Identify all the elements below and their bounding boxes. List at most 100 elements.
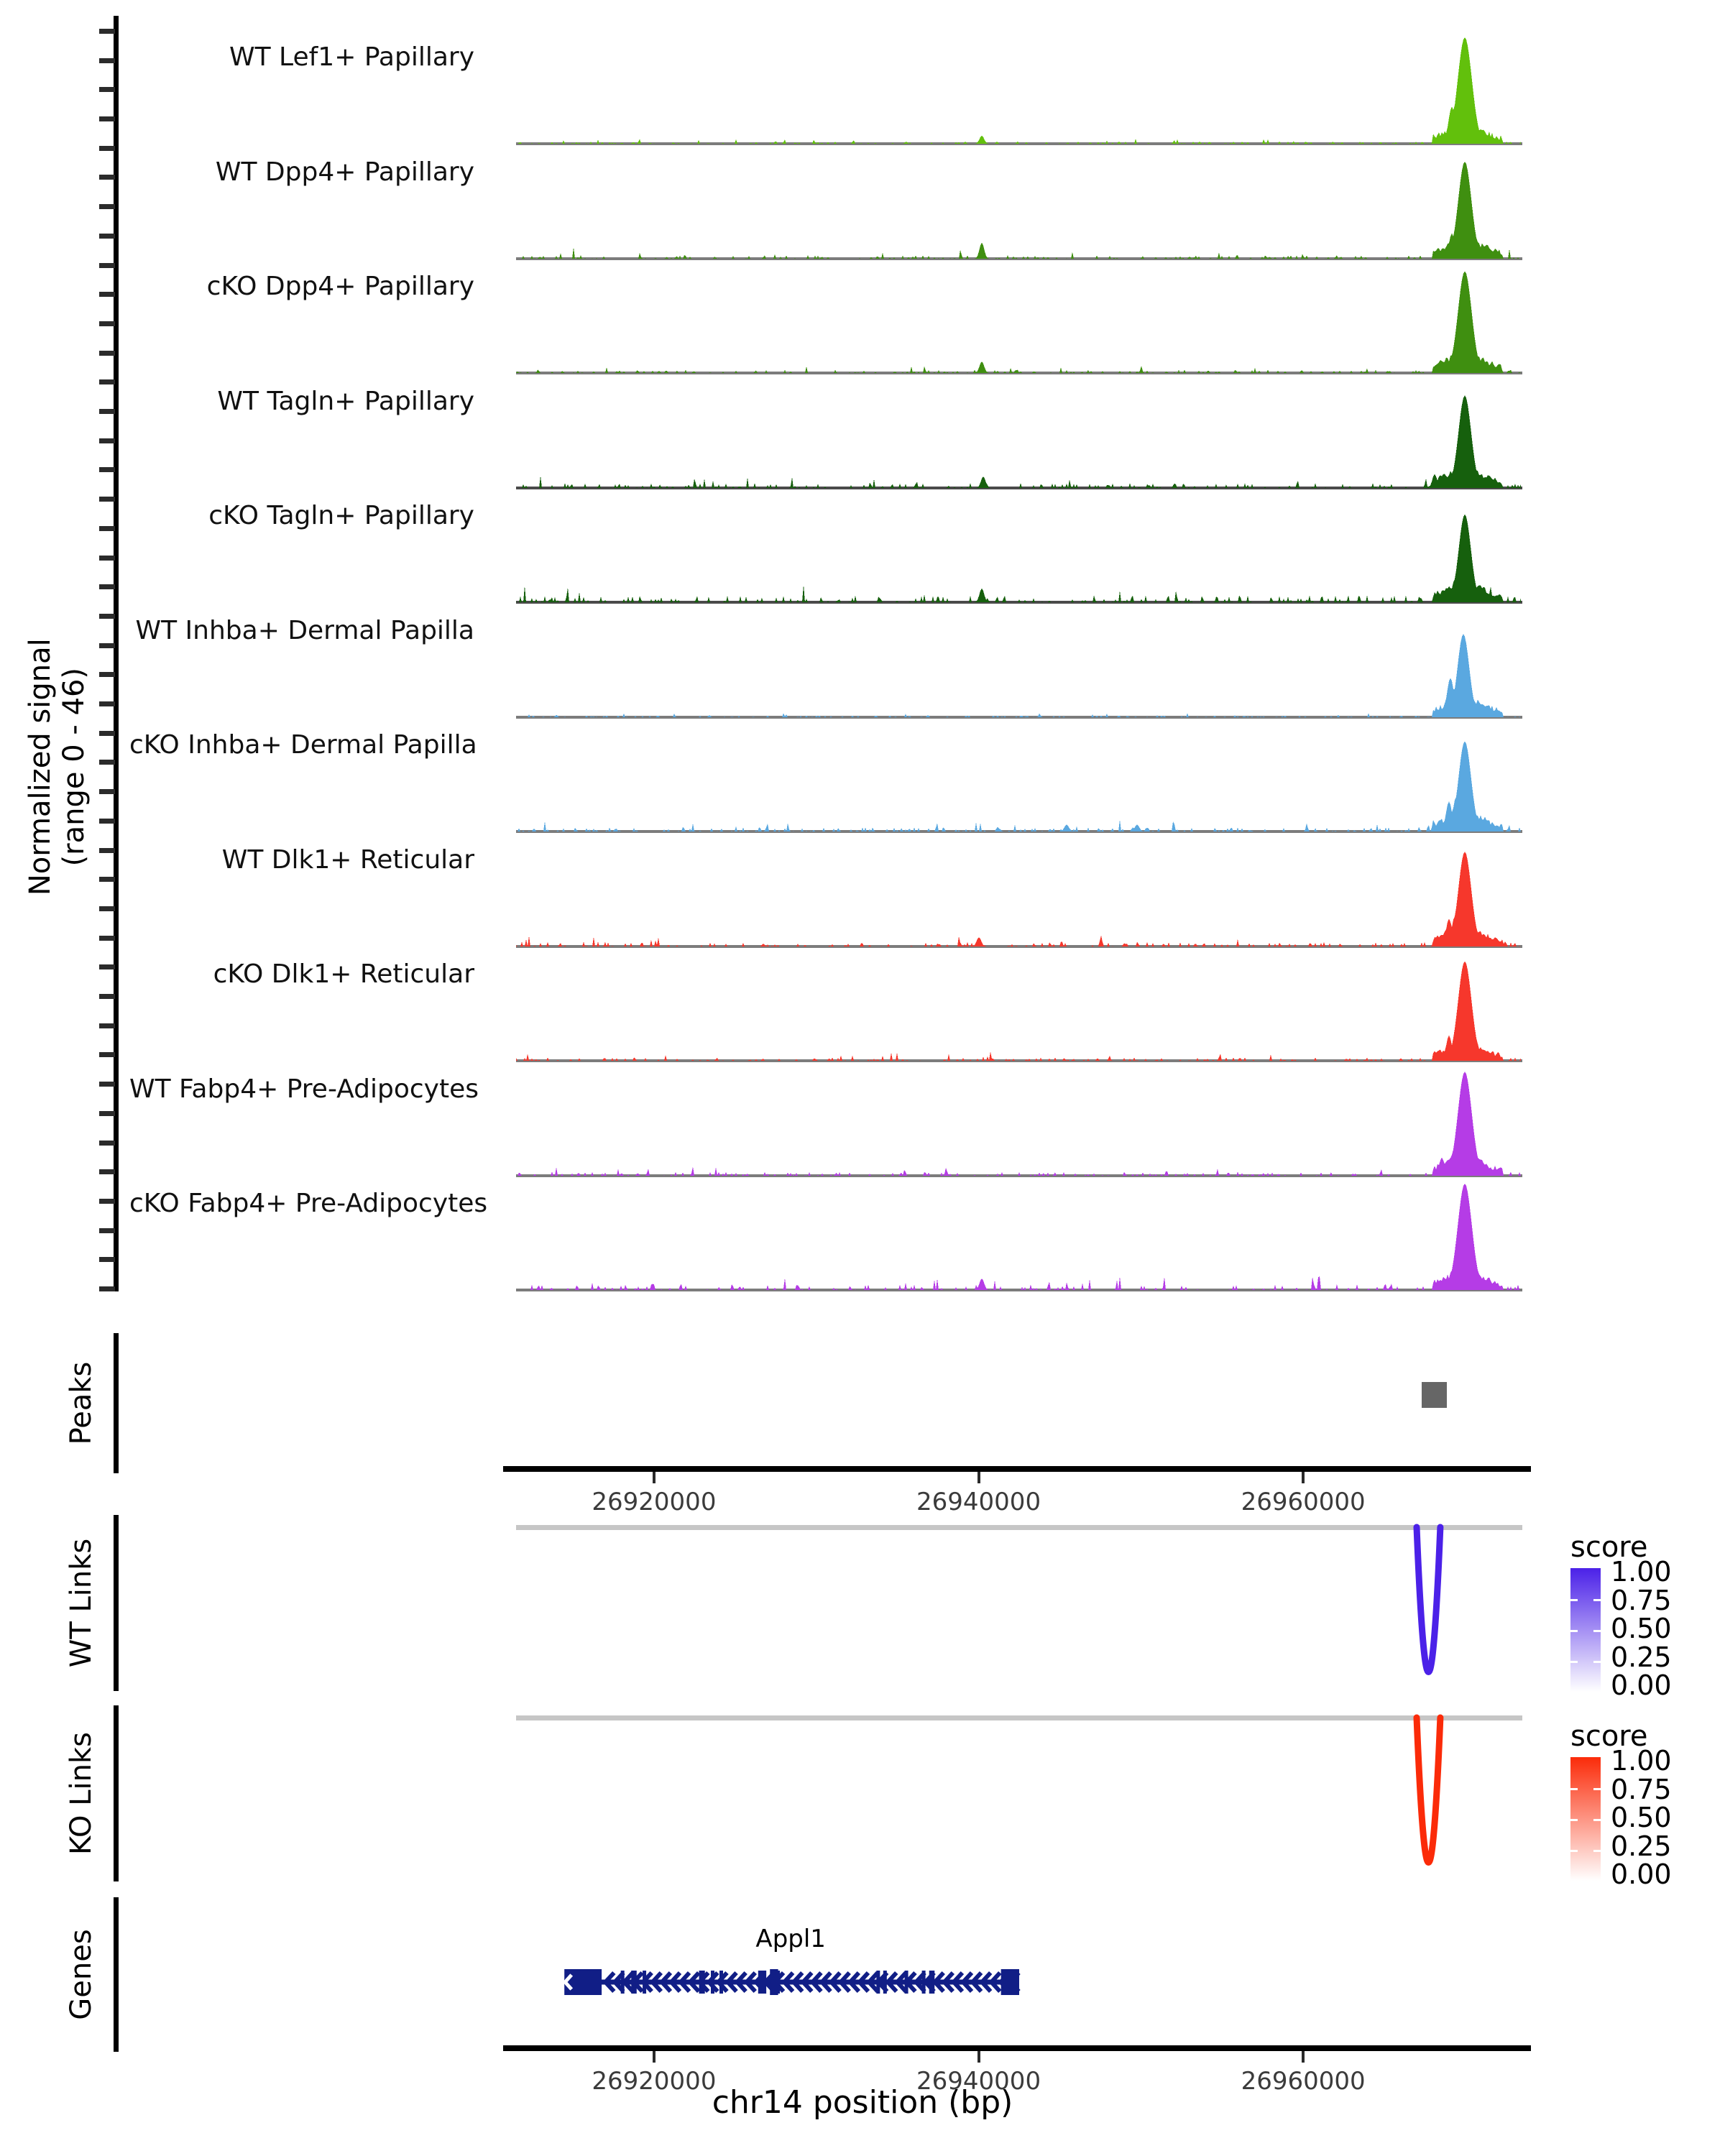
- colorbar-tick-label: 1.00: [1611, 1745, 1672, 1777]
- gene-strand-arrow-icon: [706, 1971, 719, 1994]
- x-axis-top: 26920000 26940000 26960000: [516, 1472, 1522, 1522]
- gene-strand-arrow-icon: [696, 1971, 710, 1994]
- signal-track[interactable]: [516, 37, 1522, 145]
- signal-axis-tick: [99, 1052, 115, 1058]
- gene-strand-arrow-icon: [743, 1971, 757, 1994]
- gene-strand-arrow-icon: [630, 1971, 644, 1994]
- peak-region[interactable]: [1422, 1382, 1447, 1408]
- signal-axis-tick: [99, 1140, 115, 1146]
- signal-axis-tick: [99, 642, 115, 648]
- gene-strand-arrow-icon: [837, 1971, 851, 1994]
- genes-panel-label: Genes: [65, 1929, 98, 2020]
- track-signal-area: [516, 37, 1521, 144]
- signal-track[interactable]: [516, 152, 1522, 260]
- signal-track[interactable]: [516, 725, 1522, 833]
- links-baseline: [516, 1715, 1522, 1720]
- colorbar-tick-label: 0.75: [1611, 1584, 1672, 1616]
- colorbar-tick: [1570, 1630, 1578, 1632]
- gene-exon: [701, 1971, 705, 1994]
- x-axis-tick-label: 26920000: [592, 1488, 717, 1516]
- peaks-panel-spine: [114, 1333, 119, 1473]
- track-label-wt-tagln-papillary: WT Tagln+ Papillary: [217, 386, 474, 416]
- colorbar-tick: [1593, 1819, 1601, 1821]
- signal-track[interactable]: [516, 496, 1522, 604]
- signal-track[interactable]: [516, 611, 1522, 719]
- signal-axis-tick: [99, 409, 115, 415]
- gene-strand-arrow-icon: [668, 1971, 682, 1994]
- colorbar-tick-label: 0.50: [1611, 1613, 1672, 1644]
- x-axis-tick: [977, 1472, 980, 1483]
- links-arcs: [1413, 1714, 1444, 1866]
- wt-links-track[interactable]: [516, 1515, 1522, 1691]
- signal-axis-tick: [99, 175, 115, 180]
- link-arc[interactable]: [1413, 1524, 1444, 1675]
- gene-strand-arrow-icon: [753, 1971, 767, 1994]
- gene-strand-arrow-icon: [658, 1971, 673, 1994]
- gene-strand-arrow-icon: [715, 1971, 729, 1994]
- signal-axis-tick: [99, 1082, 115, 1087]
- signal-track[interactable]: [516, 382, 1522, 489]
- signal-axis-tick: [99, 613, 115, 619]
- signal-axis-tick: [99, 1110, 115, 1116]
- wt-colorbar: [1570, 1568, 1601, 1692]
- colorbar-tick: [1593, 1599, 1601, 1601]
- colorbar-tick: [1570, 1850, 1578, 1852]
- signal-axis-tick: [99, 760, 115, 765]
- wt-colorbar-ticklabels: 1.00 0.75 0.50 0.25 0.00: [1611, 1558, 1672, 1699]
- signal-axis-tick: [99, 877, 115, 883]
- ko-links-track[interactable]: [516, 1705, 1522, 1881]
- gene-strand-arrow-icon: [885, 1971, 898, 1994]
- gene-strand-arrow-icon: [621, 1971, 635, 1994]
- track-label-cko-dpp4-papillary: cKO Dpp4+ Papillary: [206, 272, 474, 301]
- gene-strand-arrow-icon: [734, 1971, 748, 1994]
- wt-links-panel-spine: [114, 1515, 119, 1691]
- signal-axis-tick: [99, 1169, 115, 1175]
- y-axis-title-line2: (range 0 - 46): [58, 667, 91, 867]
- gene-exon: [758, 1971, 762, 1994]
- track-signal-area: [516, 961, 1521, 1061]
- colorbar-tick: [1593, 1788, 1601, 1790]
- gene-strand-arrow-icon: [894, 1971, 908, 1994]
- gene-strand-arrow-icon: [828, 1971, 842, 1994]
- signal-track[interactable]: [516, 267, 1522, 374]
- peaks-track[interactable]: [516, 1333, 1522, 1473]
- gene-strand-arrow-icon: [932, 1971, 945, 1994]
- gene-name-label: Appl1: [755, 1925, 826, 1953]
- gene-model[interactable]: [516, 1961, 1522, 2047]
- gene-strand-arrow-icon: [979, 1971, 993, 1994]
- peaks-panel-label: Peaks: [65, 1361, 98, 1445]
- signal-axis-tick: [99, 555, 115, 561]
- genes-track[interactable]: Appl1: [516, 1897, 1522, 2052]
- link-arc[interactable]: [1413, 1714, 1444, 1866]
- gene-strand-arrow-icon: [950, 1971, 965, 1994]
- track-label-cko-inhba-dermal-papilla: cKO Inhba+ Dermal Papilla: [129, 730, 477, 760]
- gene-strand-arrow-icon: [941, 1971, 955, 1994]
- x-axis-tick: [652, 2051, 656, 2063]
- track-signal-area: [516, 271, 1521, 373]
- signal-axis-tick: [99, 57, 115, 63]
- signal-axis-tick: [99, 935, 115, 941]
- signal-track[interactable]: [516, 954, 1522, 1062]
- ko-links-panel-spine: [114, 1705, 119, 1881]
- track-baseline: [516, 142, 1522, 145]
- gene-strand-arrow-icon: [649, 1971, 663, 1994]
- signal-axis-tick: [99, 292, 115, 298]
- signal-axis-tick: [99, 145, 115, 151]
- signal-axis-tick: [99, 438, 115, 443]
- track-baseline: [516, 257, 1522, 260]
- signal-track[interactable]: [516, 1069, 1522, 1177]
- x-axis-tick: [1302, 2051, 1305, 2063]
- wt-links-score-legend: score 1.00 0.75 0.50 0.25 0.00: [1570, 1531, 1672, 1699]
- gene-exon: [564, 1969, 602, 1995]
- x-axis-tick-label: 26960000: [1241, 2067, 1366, 2096]
- gene-strand-arrow-icon: [847, 1971, 861, 1994]
- signal-track[interactable]: [516, 840, 1522, 948]
- track-baseline: [516, 372, 1522, 374]
- gene-strand-arrow-icon: [791, 1971, 804, 1994]
- ko-colorbar: [1570, 1757, 1601, 1881]
- ko-links-score-legend: score 1.00 0.75 0.50 0.25 0.00: [1570, 1720, 1672, 1888]
- colorbar-tick: [1570, 1819, 1578, 1821]
- gene-exon: [710, 1971, 714, 1994]
- track-baseline: [516, 1059, 1522, 1062]
- signal-track[interactable]: [516, 1184, 1522, 1291]
